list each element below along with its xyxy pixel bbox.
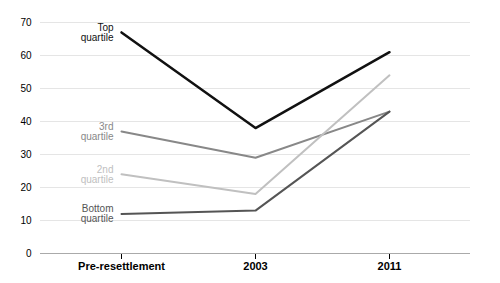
svg-text:10: 10 <box>20 215 32 226</box>
svg-text:3rdquartile: 3rdquartile <box>81 121 114 142</box>
svg-text:2011: 2011 <box>378 260 402 272</box>
svg-text:40: 40 <box>20 116 32 127</box>
svg-text:Topquartile: Topquartile <box>81 22 114 43</box>
svg-text:Bottomquartile: Bottomquartile <box>81 203 114 224</box>
svg-text:60: 60 <box>20 50 32 61</box>
svg-text:20: 20 <box>20 182 32 193</box>
svg-text:30: 30 <box>20 149 32 160</box>
svg-text:2003: 2003 <box>243 260 267 272</box>
svg-text:70: 70 <box>20 17 32 28</box>
svg-text:Pre-resettlement: Pre-resettlement <box>78 260 165 272</box>
svg-text:0: 0 <box>26 248 32 259</box>
svg-text:50: 50 <box>20 83 32 94</box>
svg-text:2ndquartile: 2ndquartile <box>81 164 114 185</box>
